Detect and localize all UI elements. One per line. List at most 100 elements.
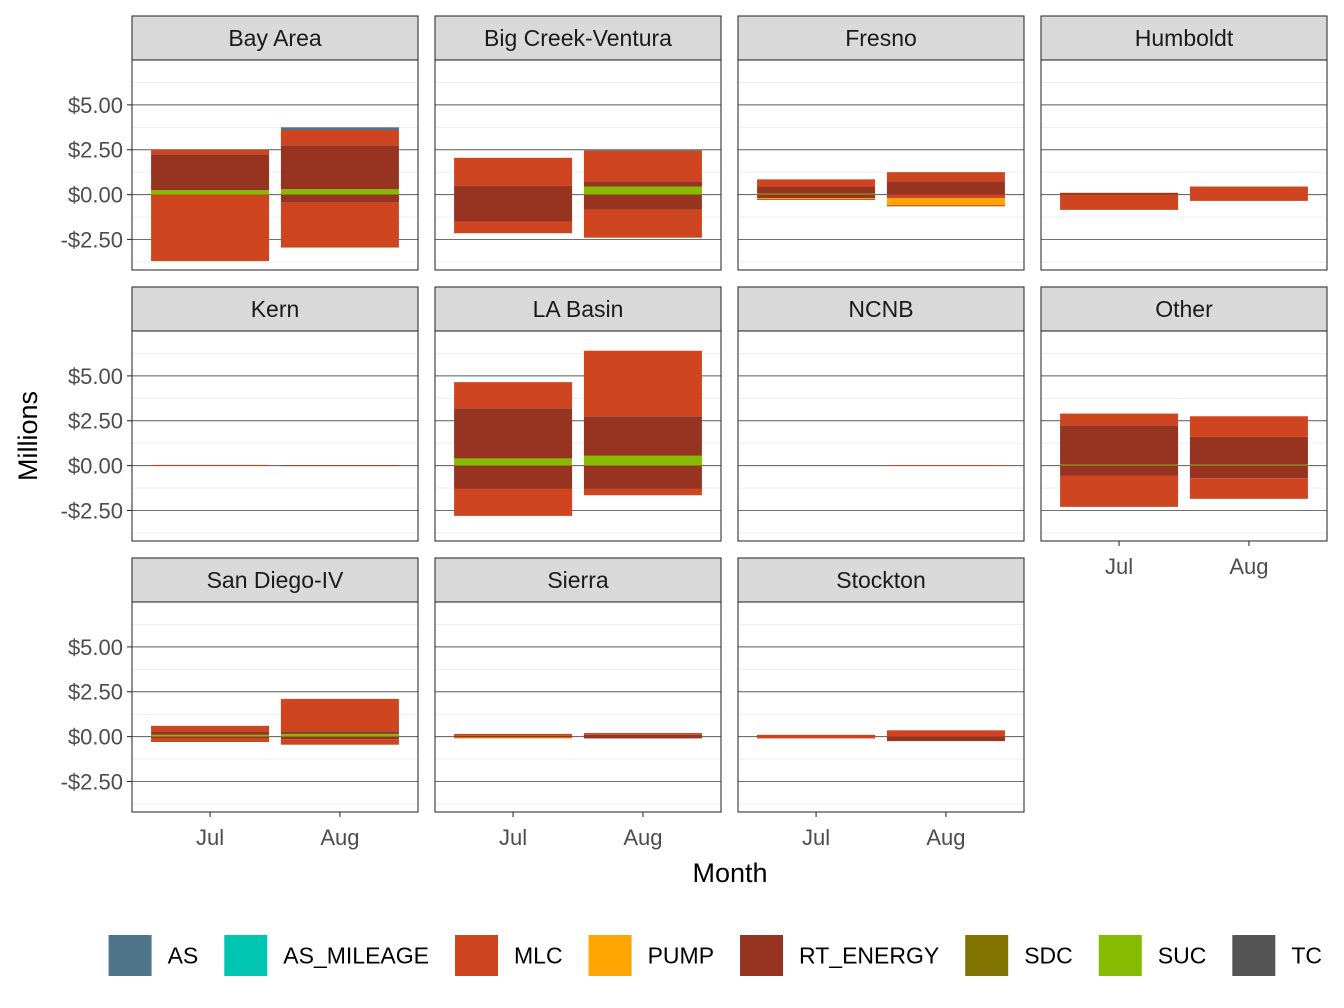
bar-segment-mlc	[757, 199, 876, 200]
legend-swatch	[1232, 935, 1276, 976]
x-tick-label: Jul	[802, 825, 830, 850]
bar-segment-rt-energy	[886, 181, 1005, 195]
x-tick-label: Aug	[1229, 554, 1268, 579]
bar-segment-rt-energy	[280, 736, 399, 740]
bar-segment-mlc	[1189, 194, 1308, 201]
legend-label: RT_ENERGY	[799, 943, 939, 969]
panel-border	[737, 59, 1025, 271]
bar-segment-rt-energy	[454, 185, 573, 195]
bar-segment-suc	[583, 455, 702, 466]
y-tick-label: $2.50	[68, 409, 123, 434]
bar-segment-suc	[757, 193, 876, 195]
bar-segment-rt-energy	[280, 731, 399, 734]
bar-segment-mlc	[886, 465, 1005, 467]
bar-segment-mlc	[454, 221, 573, 234]
panel-other: Other	[1040, 286, 1328, 542]
bar-segment-suc	[1060, 464, 1179, 466]
legend-swatch	[455, 935, 499, 976]
panel-bay-area: Bay Area	[131, 15, 419, 271]
legend-swatch	[224, 935, 268, 976]
y-tick-label: $5.00	[68, 364, 123, 389]
y-tick-label: -$2.50	[61, 498, 123, 523]
plot-background	[132, 331, 418, 541]
panel-border	[131, 601, 419, 813]
legend-item-tc: TC	[1232, 935, 1322, 976]
y-tick-label: -$2.50	[61, 227, 123, 252]
panel-big-creek-ventura: Big Creek-Ventura	[434, 15, 722, 271]
legend-label: SDC	[1024, 943, 1073, 969]
y-tick-label: $5.00	[68, 93, 123, 118]
plot-background	[738, 602, 1024, 812]
y-axes: -$2.50 $0.00 $2.50 $5.00 -$2.50 $0.00 $2.50 $5.…	[61, 93, 132, 794]
panel-kern: Kern	[131, 286, 419, 542]
bar-segment-rt-energy	[583, 734, 702, 737]
bar-segment-as	[280, 127, 399, 130]
x-tick-label: Jul	[196, 825, 224, 850]
strip-background	[434, 557, 722, 603]
y-tick-label: $0.00	[68, 183, 123, 208]
bar-segment-pump	[886, 198, 1005, 206]
bar-segment-rt-energy	[757, 194, 876, 199]
bar-segment-rt-energy	[1060, 465, 1179, 476]
strip-label: Stockton	[836, 567, 926, 593]
panels-layer: Bay Area Big Creek-Ventura Fresno Humboldt K…	[131, 15, 1328, 813]
legend-label: TC	[1291, 943, 1322, 969]
y-tick-label: $0.00	[68, 725, 123, 750]
strip-background	[131, 15, 419, 61]
panel-border	[434, 601, 722, 813]
bar-segment-rt-energy	[1060, 192, 1179, 195]
panel-la-basin: LA Basin	[434, 286, 722, 542]
legend-item-as: AS	[108, 935, 198, 976]
bar-segment-mlc	[1060, 413, 1179, 426]
strip-background	[1040, 286, 1328, 332]
bar-segment-rt-energy	[583, 194, 702, 210]
legend-item-rt-energy: RT_ENERGY	[740, 935, 939, 976]
bar-segment-rt-energy	[583, 736, 702, 739]
legend-item-suc: SUC	[1098, 935, 1206, 976]
strip-label: Fresno	[845, 25, 917, 51]
bar-segment-mlc	[583, 733, 702, 735]
panel-stockton: Stockton	[737, 557, 1025, 813]
strip-label: Other	[1155, 296, 1213, 322]
strip-label: Sierra	[547, 567, 609, 593]
plot-background	[738, 331, 1024, 541]
legend-item-as-mileage: AS_MILEAGE	[224, 935, 429, 976]
bar-segment-rt-energy	[583, 181, 702, 187]
x-axes: Jul Aug Jul Aug Jul Aug Jul Aug	[196, 541, 1269, 850]
strip-label: Humboldt	[1135, 25, 1234, 51]
legend-swatch	[965, 935, 1009, 976]
bar-segment-pump	[757, 198, 876, 200]
legend-swatch	[1098, 935, 1142, 976]
bar-segment-rt-energy	[583, 416, 702, 456]
bar-segment-mlc	[886, 172, 1005, 182]
bar-segment-mlc	[1189, 478, 1308, 499]
bar-segment-rt-energy	[454, 736, 573, 738]
panel-border	[434, 330, 722, 542]
bar-segment-mlc	[1060, 475, 1179, 507]
strip-label: LA Basin	[533, 296, 624, 322]
bar-segment-mlc	[886, 194, 1005, 199]
bar-segment-as	[583, 149, 702, 151]
x-axis-title: Month	[692, 858, 767, 888]
legend-swatch	[108, 935, 152, 976]
legend-item-mlc: MLC	[455, 935, 563, 976]
bar-segment-mlc	[454, 733, 573, 736]
strip-label: NCNB	[848, 296, 913, 322]
plot-background	[1041, 60, 1327, 270]
strip-label: Bay Area	[228, 25, 322, 51]
bar-segment-rt-energy	[1060, 425, 1179, 465]
strip-background	[737, 557, 1025, 603]
y-tick-label: $2.50	[68, 138, 123, 163]
legend-item-sdc: SDC	[965, 935, 1073, 976]
bar-segment-rt-energy	[151, 736, 270, 739]
y-tick-label: $5.00	[68, 635, 123, 660]
legend-swatch	[740, 935, 784, 976]
bar-segment-rt-energy	[454, 735, 573, 737]
bar-segment-pump	[454, 737, 573, 739]
legend-label: MLC	[514, 943, 563, 969]
panel-border	[1040, 59, 1328, 271]
x-tick-label: Jul	[1105, 554, 1133, 579]
x-tick-label: Aug	[623, 825, 662, 850]
strip-background	[1040, 15, 1328, 61]
bar-segment-rt-energy	[151, 731, 270, 735]
